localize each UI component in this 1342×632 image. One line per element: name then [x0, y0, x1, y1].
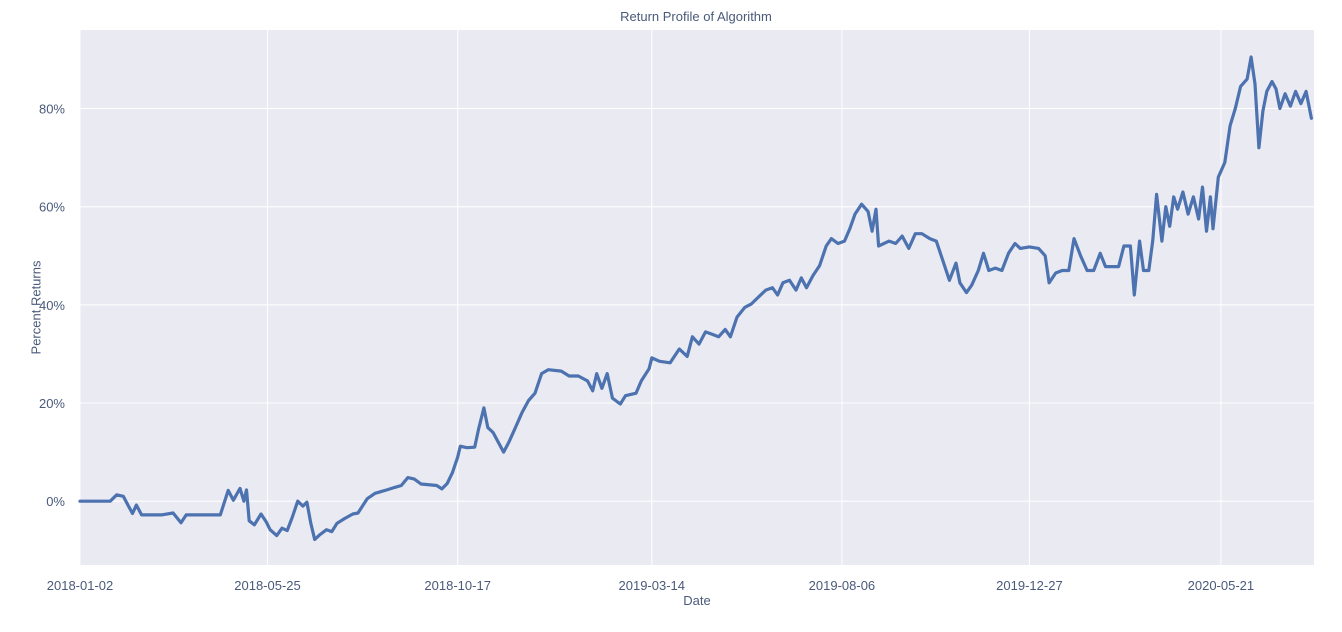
series-layer	[78, 55, 1313, 542]
x-tick-label: 2019-08-06	[809, 578, 876, 593]
x-tick-label: 2020-05-21	[1188, 578, 1255, 593]
x-tick-label: 2018-01-02	[47, 578, 114, 593]
y-tick-label: 80%	[39, 102, 65, 117]
y-tick-label: 40%	[39, 298, 65, 313]
tick-labels: 2018-01-02 2018-05-25 2018-10-17 2019-03-14…	[39, 102, 1254, 593]
x-tick-label: 2018-05-25	[234, 578, 301, 593]
grid-lines	[79, 30, 1314, 565]
y-tick-label: 60%	[39, 200, 65, 215]
y-tick-label: 20%	[39, 396, 65, 411]
x-tick-label: 2018-10-17	[424, 578, 491, 593]
y-axis-title: Percent Returns	[28, 260, 44, 355]
plot-background	[80, 30, 1314, 565]
chart-title: Return Profile of Algorithm	[620, 9, 772, 24]
x-axis-title: Date	[683, 593, 711, 608]
series-line	[78, 55, 1313, 542]
x-tick-label: 2019-12-27	[996, 578, 1063, 593]
y-tick-label: 0%	[46, 494, 65, 509]
x-tick-label: 2019-03-14	[619, 578, 686, 593]
